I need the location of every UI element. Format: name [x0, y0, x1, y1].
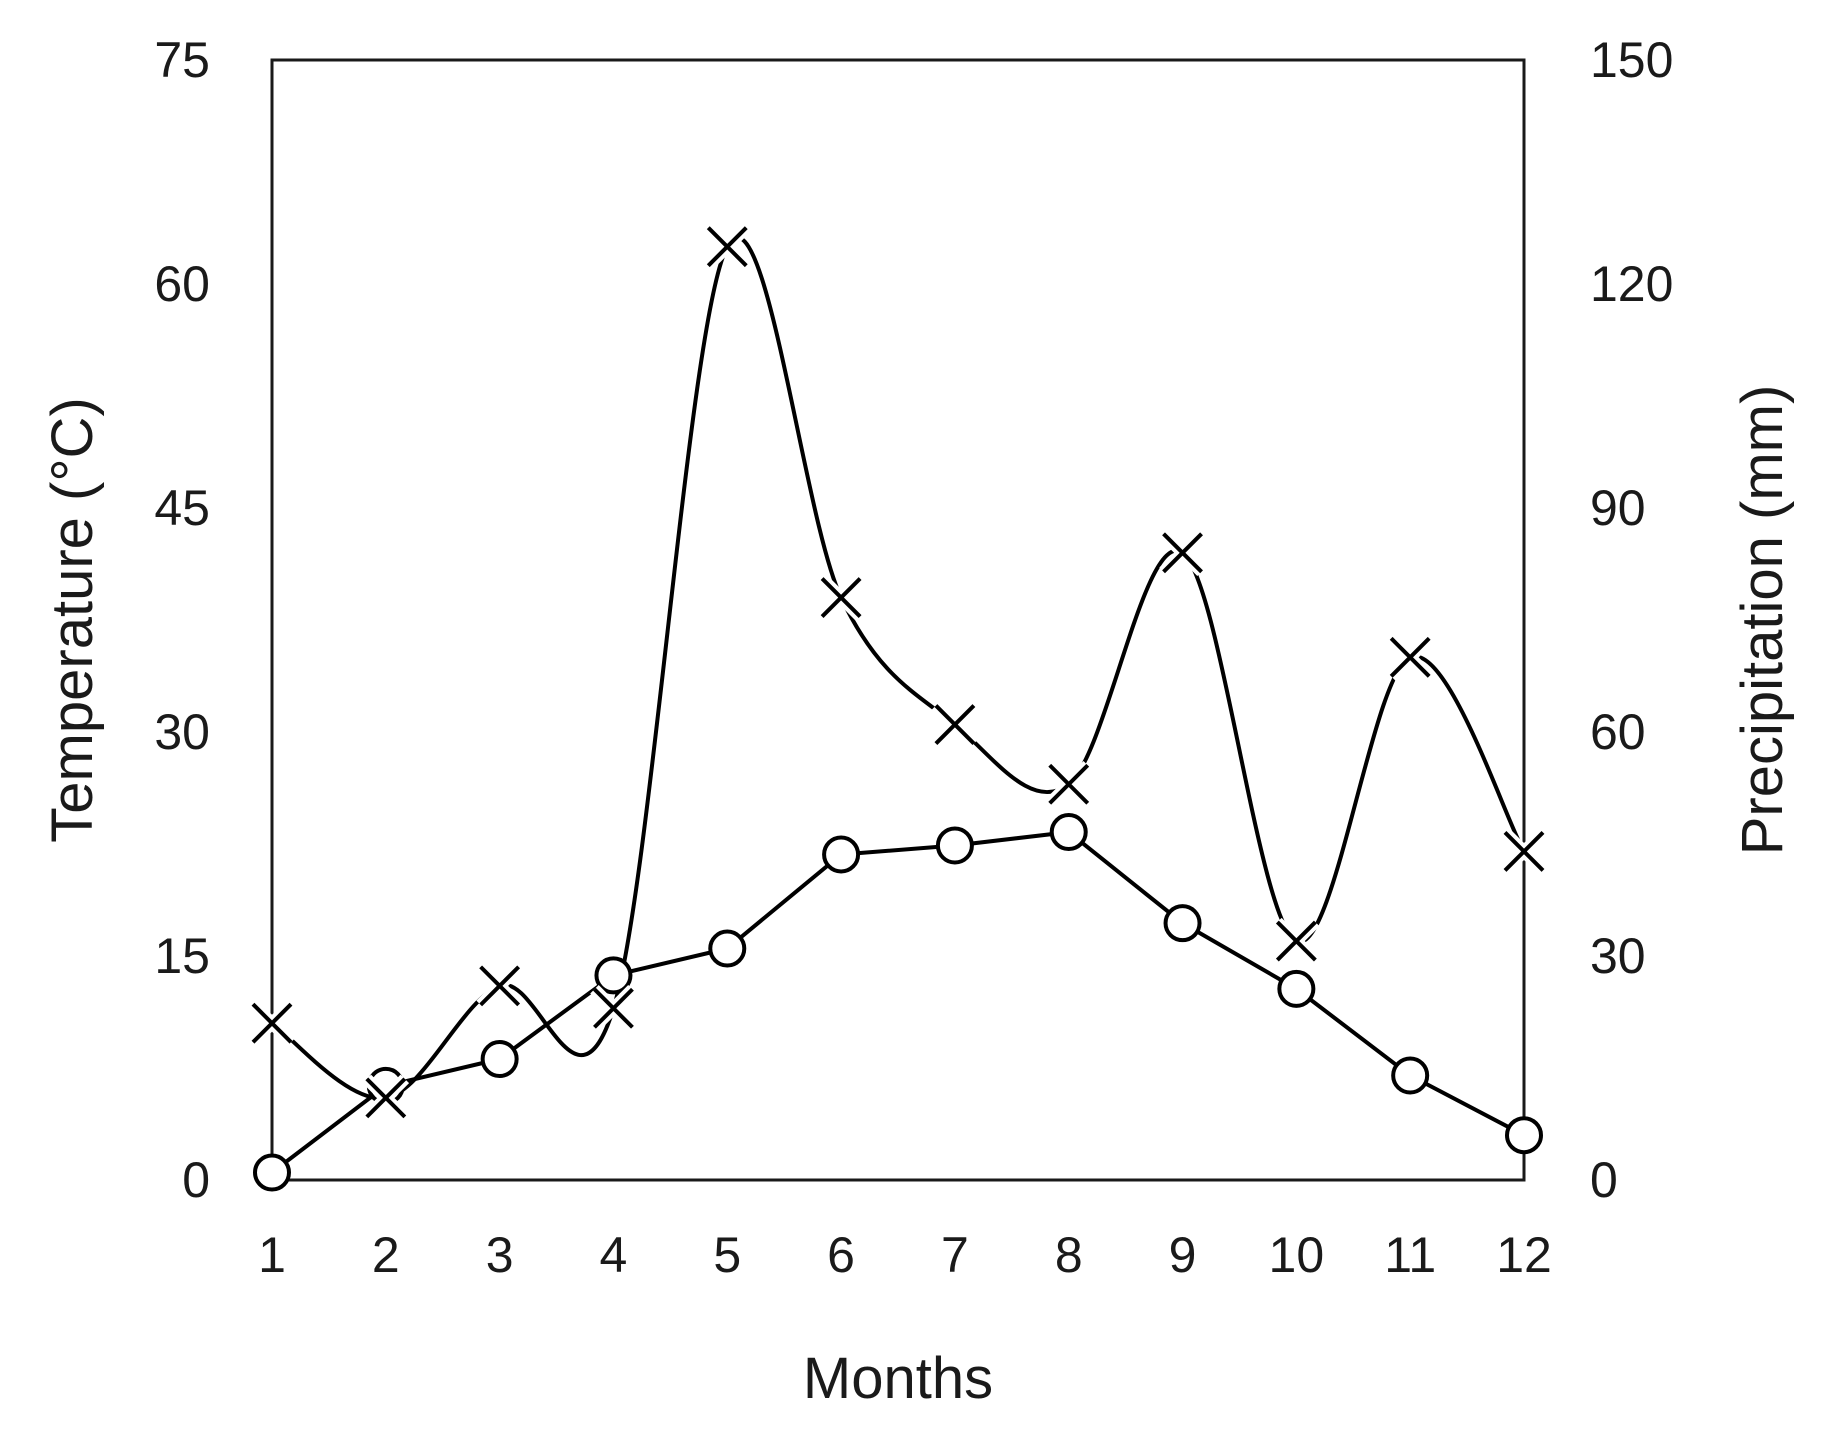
- precipitation-point: [817, 574, 865, 621]
- x-tick-label: 2: [372, 1227, 400, 1283]
- x-marker-stroke: [706, 226, 748, 268]
- right-y-tick-label: 120: [1590, 256, 1673, 312]
- right-y-axis-ticks: 0 30 60 90 120 150: [1590, 32, 1673, 1208]
- temperature-point: [1277, 969, 1316, 1008]
- x-tick-label: 9: [1169, 1227, 1197, 1283]
- precipitation-point: [362, 1074, 410, 1122]
- right-y-tick-label: 0: [1590, 1152, 1618, 1208]
- precipitation-point: [590, 985, 637, 1032]
- x-tick-label: 5: [713, 1227, 741, 1283]
- precipitation-point: [1159, 529, 1206, 577]
- left-y-tick-label: 30: [154, 704, 210, 760]
- x-marker-stroke: [1389, 636, 1431, 678]
- x-marker-stroke: [479, 965, 521, 1007]
- series-line-precipitation: [270, 235, 1526, 1101]
- left-y-tick-label: 45: [154, 480, 210, 536]
- precipitation-point: [931, 701, 979, 748]
- temperature-point: [1049, 813, 1088, 852]
- x-tick-label: 11: [1384, 1227, 1436, 1283]
- plot-frame: [270, 58, 1526, 1182]
- series-line-temperature: [270, 830, 1525, 1175]
- x-tick-label: 7: [941, 1227, 969, 1283]
- precipitation-point: [1273, 917, 1320, 965]
- precipitation-point: [1500, 828, 1548, 875]
- x-axis-ticks: 1 2 3 4 5 6 7 8 9 10 11 12: [258, 1227, 1552, 1283]
- precipitation-point: [1386, 634, 1434, 681]
- temperature-point: [1163, 904, 1202, 943]
- precipitation-point: [476, 962, 523, 1010]
- precipitation-point: [248, 999, 296, 1047]
- x-marker-stroke: [1503, 831, 1545, 872]
- x-marker-stroke: [1275, 920, 1317, 962]
- left-y-tick-label: 60: [154, 256, 210, 312]
- x-tick-label: 1: [258, 1227, 286, 1283]
- temperature-point: [594, 956, 633, 995]
- temperature-point: [1391, 1056, 1430, 1095]
- temperature-point: [935, 826, 974, 865]
- left-y-tick-label: 0: [182, 1152, 210, 1208]
- precipitation-point: [1045, 761, 1092, 808]
- x-tick-label: 8: [1055, 1227, 1083, 1283]
- x-marker-stroke: [934, 704, 976, 745]
- x-marker-stroke: [593, 987, 634, 1029]
- right-y-tick-label: 60: [1590, 704, 1646, 760]
- x-marker-stroke: [365, 1077, 407, 1119]
- x-tick-label: 6: [827, 1227, 855, 1283]
- temperature-point: [480, 1040, 519, 1079]
- right-y-axis-title: Precipitation (mm): [1730, 385, 1795, 856]
- precipitation-point: [704, 223, 751, 270]
- x-marker-stroke: [820, 577, 862, 619]
- temperature-point: [822, 835, 861, 874]
- x-tick-label: 10: [1269, 1227, 1325, 1283]
- left-y-tick-label: 75: [154, 32, 210, 88]
- left-y-axis-title: Temperature (°C): [40, 397, 105, 842]
- x-tick-label: 4: [600, 1227, 628, 1283]
- right-y-tick-label: 90: [1590, 480, 1646, 536]
- temperature-point: [1505, 1116, 1543, 1155]
- temperature-point: [253, 1153, 291, 1192]
- x-tick-label: 3: [486, 1227, 514, 1283]
- series-markers: [248, 223, 1548, 1192]
- right-y-tick-label: 150: [1590, 32, 1673, 88]
- left-y-axis-ticks: 0 15 30 45 60 75: [154, 32, 210, 1208]
- x-marker-stroke: [1048, 763, 1090, 805]
- x-marker-stroke: [1162, 532, 1203, 574]
- series-lines: [270, 235, 1526, 1175]
- x-tick-label: 12: [1496, 1227, 1552, 1283]
- x-axis-title: Months: [803, 1346, 993, 1411]
- x-marker-stroke: [251, 1002, 293, 1044]
- temperature-point: [708, 929, 747, 968]
- left-y-tick-label: 15: [154, 928, 210, 984]
- right-y-tick-label: 30: [1590, 928, 1646, 984]
